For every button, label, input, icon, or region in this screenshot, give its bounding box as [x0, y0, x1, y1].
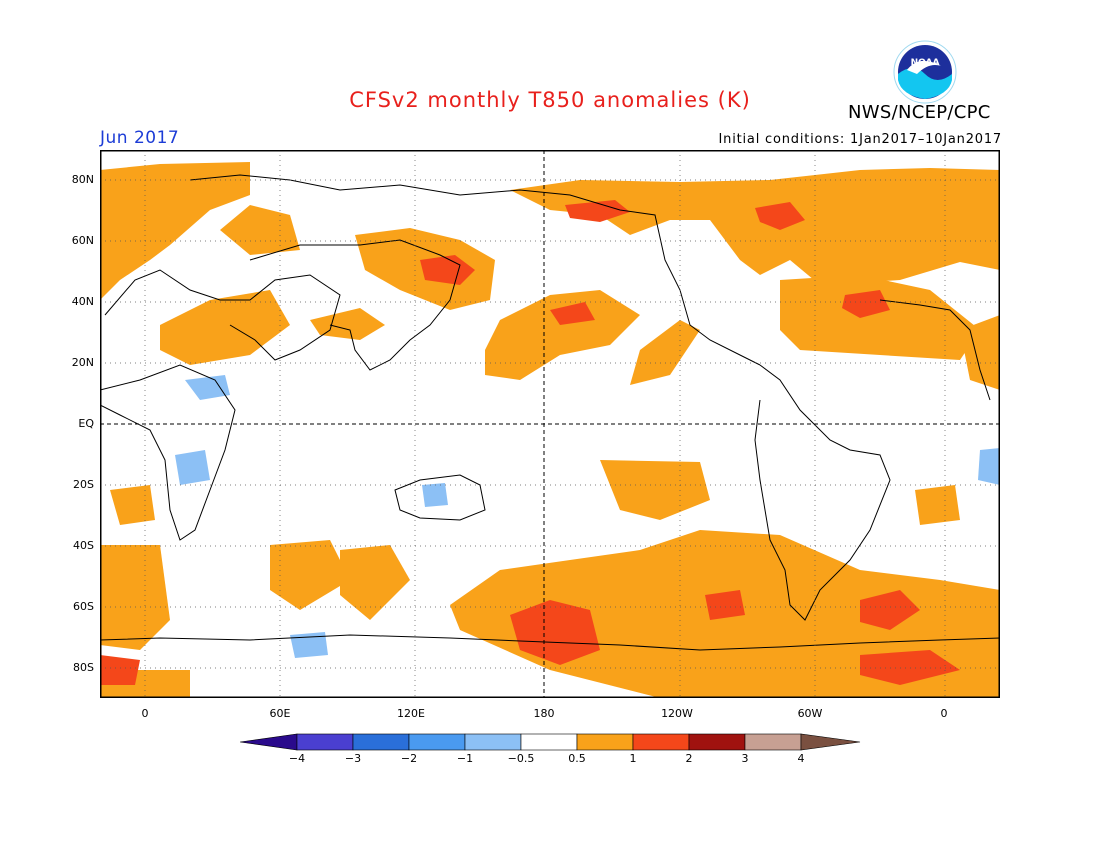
colorbar-tick-label: −1 — [456, 752, 474, 765]
lon-label-60e: 60E — [269, 707, 291, 720]
colorbar-arrow-high — [800, 733, 861, 751]
lat-label-40s: 40S — [73, 539, 94, 552]
lat-label-20s: 20S — [73, 478, 94, 491]
lat-label-20n: 20N — [71, 356, 94, 369]
lon-label-120w: 120W — [661, 707, 693, 720]
colorbar-segment — [464, 733, 522, 751]
initial-conditions: Initial conditions: 1Jan2017–10Jan2017 — [718, 132, 1002, 147]
noaa-logo: NOAA — [893, 40, 957, 104]
colorbar-tick-label: 2 — [685, 752, 693, 765]
lon-label-0-west: 0 — [141, 707, 149, 720]
colorbar-segment — [352, 733, 410, 751]
graticule — [100, 150, 1000, 698]
lat-label-60s: 60S — [73, 600, 94, 613]
coastlines — [100, 174, 1000, 651]
forecast-period: Jun 2017 — [100, 128, 180, 148]
map-title: CFSv2 monthly T850 anomalies (K) — [349, 88, 751, 112]
colorbar-tick-label: 3 — [741, 752, 749, 765]
lat-label-80n: 80N — [71, 173, 94, 186]
lat-label-60n: 60N — [71, 234, 94, 247]
colorbar — [240, 733, 861, 751]
lon-label-120e: 120E — [397, 707, 425, 720]
lon-label-0-east: 0 — [940, 707, 948, 720]
lat-label-eq: EQ — [78, 417, 94, 430]
colorbar-tick-label: −0.5 — [507, 752, 535, 765]
lon-label-180: 180 — [533, 707, 555, 720]
colorbar-segment — [632, 733, 690, 751]
colorbar-segment — [296, 733, 354, 751]
colorbar-arrow-low — [240, 733, 298, 751]
colorbar-tick-label: 4 — [797, 752, 805, 765]
colorbar-tick-label: 0.5 — [568, 752, 586, 765]
lon-label-60w: 60W — [797, 707, 823, 720]
strong-warm-anomaly-regions — [100, 200, 960, 685]
colorbar-tick-label: −2 — [400, 752, 418, 765]
cool-anomaly-regions — [175, 375, 1000, 658]
colorbar-segment — [520, 733, 578, 751]
colorbar-segment — [576, 733, 634, 751]
lat-label-80s: 80S — [73, 661, 94, 674]
colorbar-tick-label: 1 — [629, 752, 637, 765]
colorbar-tick-label: −3 — [344, 752, 362, 765]
agency-label: NWS/NCEP/CPC — [848, 102, 991, 123]
anomaly-map — [100, 150, 1000, 698]
colorbar-segment — [688, 733, 746, 751]
colorbar-segment — [744, 733, 802, 751]
lat-label-40n: 40N — [71, 295, 94, 308]
colorbar-tick-label: −4 — [288, 752, 306, 765]
svg-text:NOAA: NOAA — [911, 58, 940, 68]
colorbar-segment — [408, 733, 466, 751]
